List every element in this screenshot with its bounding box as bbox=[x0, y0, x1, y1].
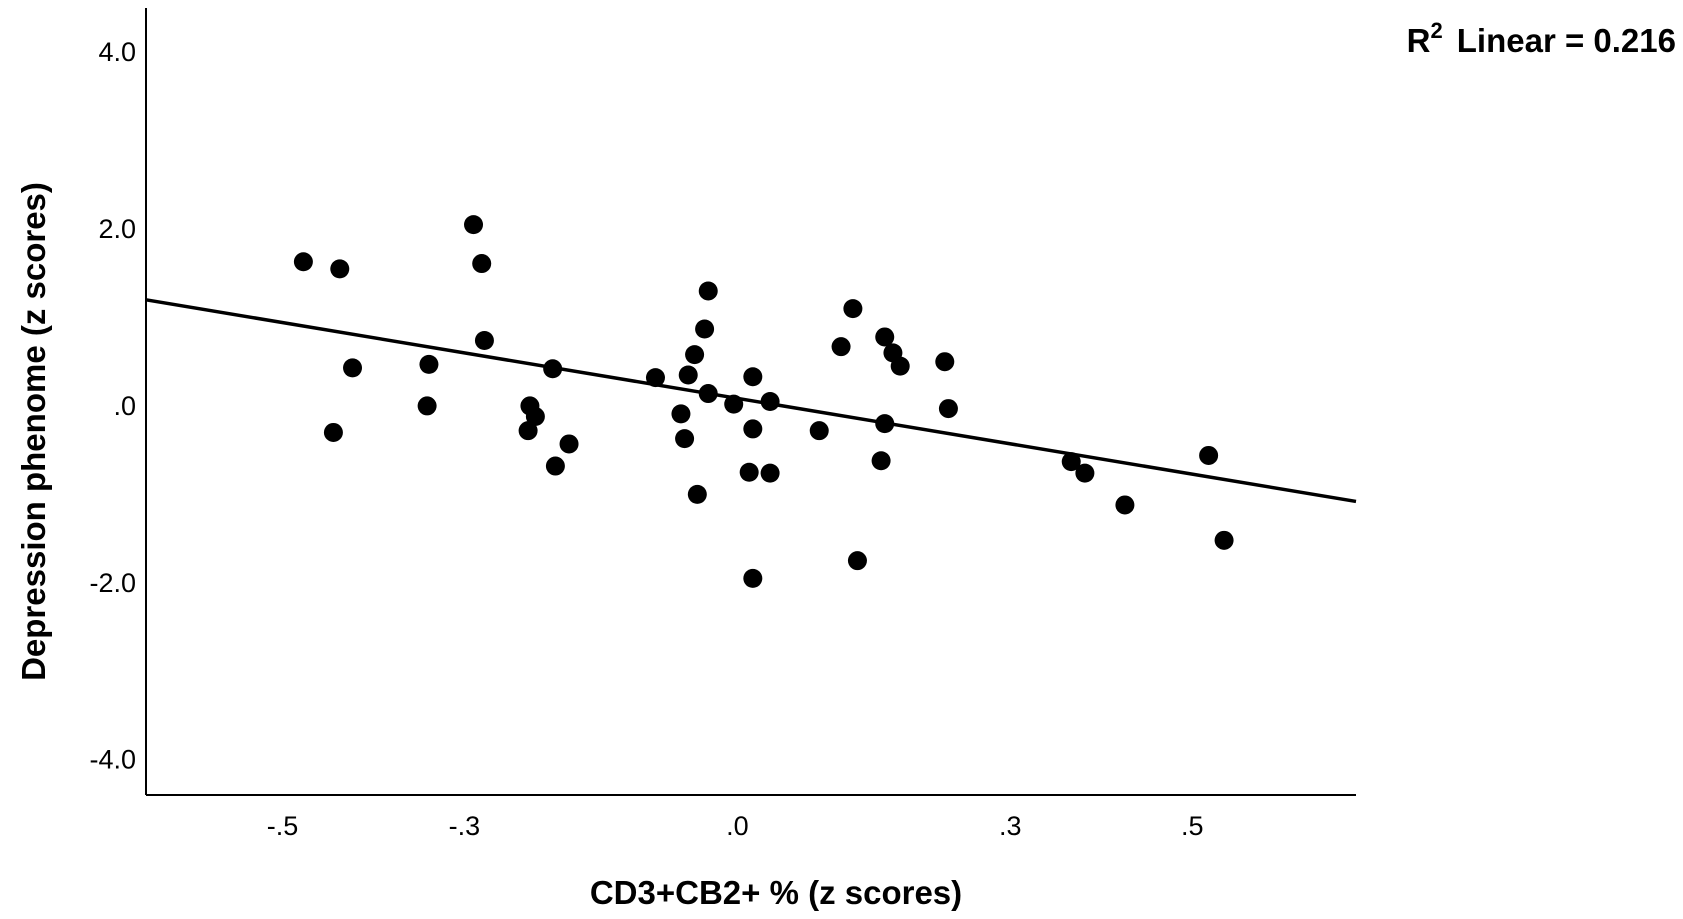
data-point bbox=[323, 422, 343, 442]
r2-label-superscript: 2 bbox=[1431, 18, 1443, 43]
data-point bbox=[1115, 495, 1135, 515]
data-point bbox=[1214, 530, 1234, 550]
data-point bbox=[724, 394, 744, 414]
data-point bbox=[474, 330, 494, 350]
data-point bbox=[293, 252, 313, 272]
points-layer bbox=[293, 215, 1234, 588]
data-point bbox=[645, 368, 665, 388]
ticks-layer: -.5 -.3 .0 .3 .5 4.0 2.0 .0 -2.0 -4.0 bbox=[89, 37, 1203, 841]
data-point bbox=[687, 484, 707, 504]
data-point bbox=[871, 451, 891, 471]
data-point bbox=[743, 419, 763, 439]
x-tick-label: .0 bbox=[726, 811, 749, 841]
data-point bbox=[330, 259, 350, 279]
data-point bbox=[875, 327, 895, 347]
data-point bbox=[671, 404, 691, 424]
r2-annotation: R2 Linear = 0.216 bbox=[1407, 18, 1676, 59]
linear-fit-line bbox=[145, 298, 1357, 504]
data-point bbox=[875, 414, 895, 434]
x-tick-label: -.5 bbox=[267, 811, 299, 841]
fit-line-layer bbox=[145, 298, 1357, 504]
data-point bbox=[935, 352, 955, 372]
data-point bbox=[890, 356, 910, 376]
data-point bbox=[1061, 452, 1081, 472]
data-point bbox=[472, 254, 492, 274]
data-point bbox=[698, 384, 718, 404]
data-point bbox=[543, 359, 563, 379]
data-point bbox=[518, 421, 538, 441]
data-point bbox=[739, 462, 759, 482]
data-point bbox=[464, 215, 484, 235]
data-point bbox=[809, 421, 829, 441]
data-point bbox=[847, 551, 867, 571]
r2-label-r: R bbox=[1407, 22, 1431, 59]
r2-label-value: Linear = 0.216 bbox=[1457, 22, 1676, 59]
data-point bbox=[743, 568, 763, 588]
data-point bbox=[831, 337, 851, 357]
data-point bbox=[525, 407, 545, 427]
data-point bbox=[695, 319, 715, 339]
data-point bbox=[675, 429, 695, 449]
y-tick-label: 4.0 bbox=[98, 37, 136, 67]
x-tick-label: .3 bbox=[999, 811, 1022, 841]
data-point bbox=[938, 399, 958, 419]
x-tick-label: -.3 bbox=[449, 811, 481, 841]
y-tick-label: 2.0 bbox=[98, 214, 136, 244]
data-point bbox=[545, 456, 565, 476]
data-point bbox=[743, 367, 763, 387]
x-tick-label: .5 bbox=[1181, 811, 1204, 841]
data-point bbox=[343, 358, 363, 378]
data-point bbox=[760, 392, 780, 411]
y-axis-title: Depression phenome (z scores) bbox=[15, 182, 52, 681]
data-point bbox=[559, 434, 579, 454]
data-point bbox=[1075, 463, 1095, 483]
data-point bbox=[678, 365, 698, 385]
data-point bbox=[685, 345, 705, 365]
data-point bbox=[760, 463, 780, 483]
y-tick-label: -2.0 bbox=[89, 568, 136, 598]
axes-layer bbox=[145, 8, 1356, 796]
data-point bbox=[1199, 445, 1219, 465]
data-point bbox=[419, 354, 439, 374]
x-axis-title: CD3+CB2+ % (z scores) bbox=[590, 874, 962, 911]
y-tick-label: .0 bbox=[113, 391, 136, 421]
data-point bbox=[417, 396, 437, 416]
data-point bbox=[698, 281, 718, 301]
y-tick-label: -4.0 bbox=[89, 745, 136, 775]
data-point bbox=[843, 299, 863, 319]
